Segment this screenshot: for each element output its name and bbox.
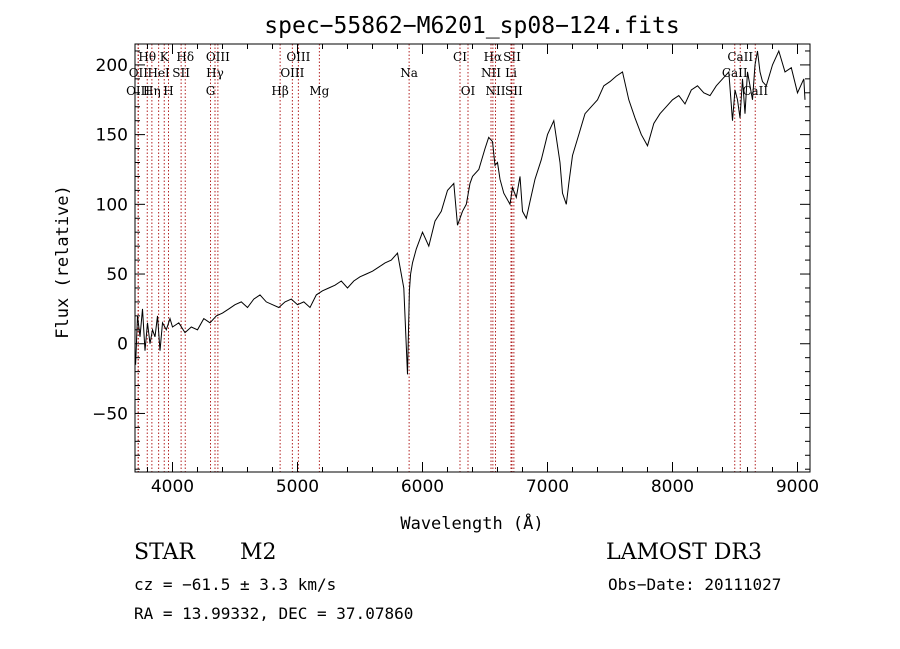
- line-marker-label: Li: [505, 66, 517, 80]
- x-tick-label: 6000: [401, 477, 444, 497]
- x-tick-label: 9000: [776, 477, 819, 497]
- line-marker-label: Mg: [309, 84, 329, 98]
- y-tick-label: 150: [96, 126, 128, 146]
- line-marker-label: OIII: [126, 84, 150, 98]
- line-marker-label: CaII: [727, 50, 753, 64]
- line-marker-label: OIII: [206, 50, 230, 64]
- y-tick-label: 200: [96, 56, 128, 76]
- line-marker-label: Hη: [143, 84, 161, 98]
- y-axis: −50 0 50 100 150 200: [92, 50, 810, 470]
- line-marker-label: OI: [461, 84, 476, 98]
- line-marker-label: K: [160, 50, 170, 64]
- plot-frame: [134, 43, 811, 473]
- y-tick-label: 0: [117, 335, 128, 355]
- y-tick-label: 100: [96, 195, 128, 215]
- x-tick-label: 4000: [151, 477, 194, 497]
- line-marker-label: SII: [505, 84, 523, 98]
- spectral-subclass: M2: [240, 540, 277, 565]
- line-marker-label: Hγ: [206, 66, 224, 80]
- flux-series-line: [135, 49, 806, 375]
- line-marker-label: Hθ: [138, 50, 156, 64]
- y-tick-label: −50: [92, 404, 128, 424]
- line-marker-label: SII: [503, 50, 521, 64]
- x-tick-label: 8000: [651, 477, 694, 497]
- line-marker-label: Hδ: [176, 50, 194, 64]
- x-tick-label: 7000: [526, 477, 569, 497]
- line-marker-label: Hβ: [271, 84, 288, 98]
- obs-date: Obs−Date: 20111027: [608, 575, 782, 594]
- line-marker-label: G: [206, 84, 216, 98]
- line-marker-label: H: [163, 84, 173, 98]
- line-marker-label: SII: [172, 66, 190, 80]
- line-marker-label: HeI: [147, 66, 170, 80]
- line-marker-label: OIII: [286, 50, 310, 64]
- x-axis: 4000 5000 6000 7000 8000 9000: [147, 44, 819, 497]
- line-marker-label: CI: [453, 50, 467, 64]
- object-class: STAR: [134, 540, 195, 565]
- x-axis-label: Wavelength (Å): [400, 512, 543, 534]
- line-marker-label: NII: [481, 66, 501, 80]
- line-marker-label: Na: [400, 66, 418, 80]
- coordinates: RA = 13.99332, DEC = 37.07860: [134, 604, 414, 623]
- line-marker-label: OIII: [280, 66, 304, 80]
- line-marker-label: CaII: [742, 84, 768, 98]
- line-marker-label: CaII: [722, 66, 748, 80]
- line-marker-label: Hα: [484, 50, 503, 64]
- y-tick-label: 50: [106, 265, 128, 285]
- survey-name: LAMOST DR3: [606, 540, 762, 565]
- chart-title: spec−55862−M6201_sp08−124.fits: [264, 13, 679, 39]
- line-marker-label: NII: [486, 84, 506, 98]
- redshift-text: cz = −61.5 ± 3.3 km/s: [134, 575, 337, 594]
- y-axis-label: Flux (relative): [53, 185, 73, 339]
- x-tick-label: 5000: [276, 477, 319, 497]
